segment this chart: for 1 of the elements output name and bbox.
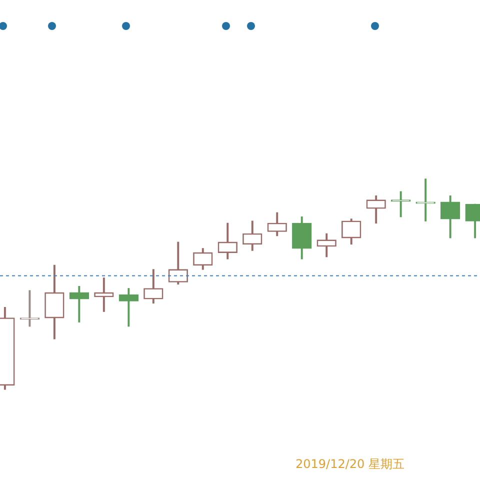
text: 2019/12/20 星期五 <box>296 457 404 472</box>
